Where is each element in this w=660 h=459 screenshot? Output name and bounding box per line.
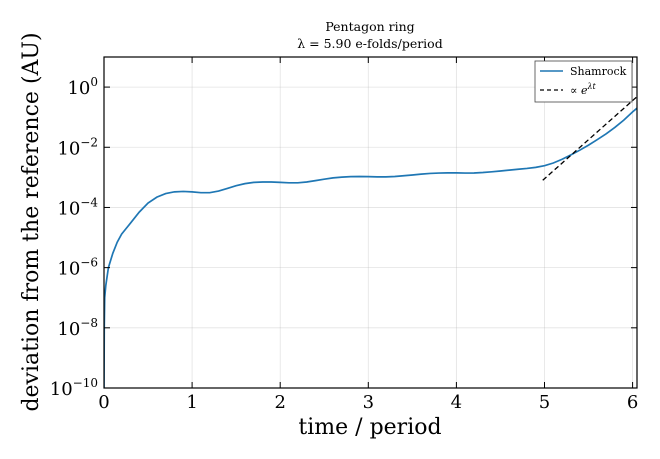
y-tick-base: 10 <box>57 259 80 280</box>
grid <box>103 57 637 389</box>
x-tick-label: 4 <box>451 392 462 413</box>
legend-exp-base: e <box>581 84 588 97</box>
legend: Shamrock ∝ eλt <box>534 60 633 103</box>
y-tick-label: 10−4 <box>57 195 98 219</box>
plot-frame <box>103 56 638 389</box>
x-tick-label: 5 <box>539 392 550 413</box>
y-tick-base: 10 <box>50 379 73 400</box>
x-tick-label: 2 <box>274 392 285 413</box>
y-tick-base: 10 <box>57 138 80 159</box>
y-tick-exponent: −10 <box>73 376 98 390</box>
legend-label-shamrock: Shamrock <box>570 65 627 78</box>
y-tick-exponent: −8 <box>80 316 98 330</box>
y-tick-base: 10 <box>57 198 80 219</box>
chart-subtitle: λ = 5.90 e-folds/period <box>297 36 442 51</box>
x-tick-label: 3 <box>363 392 374 413</box>
y-tick-base: 10 <box>67 78 90 99</box>
y-tick-exponent: −6 <box>80 256 98 270</box>
y-tick-base: 10 <box>57 319 80 340</box>
y-tick-label: 10−10 <box>50 376 98 400</box>
x-tick-label: 0 <box>98 392 109 413</box>
series-line-exponential-fit <box>542 96 637 181</box>
y-tick-label: 10−8 <box>57 316 98 340</box>
x-tick-label: 6 <box>627 392 638 413</box>
series-layer <box>104 96 637 388</box>
legend-label-exponential: ∝ eλt <box>570 82 597 97</box>
legend-exp-power: λt <box>586 82 596 91</box>
x-axis-label: time / period <box>298 415 441 440</box>
x-tick-label: 1 <box>186 392 197 413</box>
y-axis-label: deviation from the reference (AU) <box>19 32 44 411</box>
chart-title: Pentagon ring <box>325 19 414 34</box>
y-tick-exponent: 0 <box>90 75 98 89</box>
y-tick-label: 10−6 <box>57 256 98 280</box>
y-tick-exponent: −2 <box>80 135 98 149</box>
legend-prop-symbol: ∝ <box>570 84 581 97</box>
y-tick-exponent: −4 <box>80 195 98 209</box>
y-tick-label: 10−2 <box>57 135 98 159</box>
series-line-shamrock <box>104 107 637 388</box>
legend-box <box>534 60 633 103</box>
y-tick-label: 100 <box>67 75 98 99</box>
